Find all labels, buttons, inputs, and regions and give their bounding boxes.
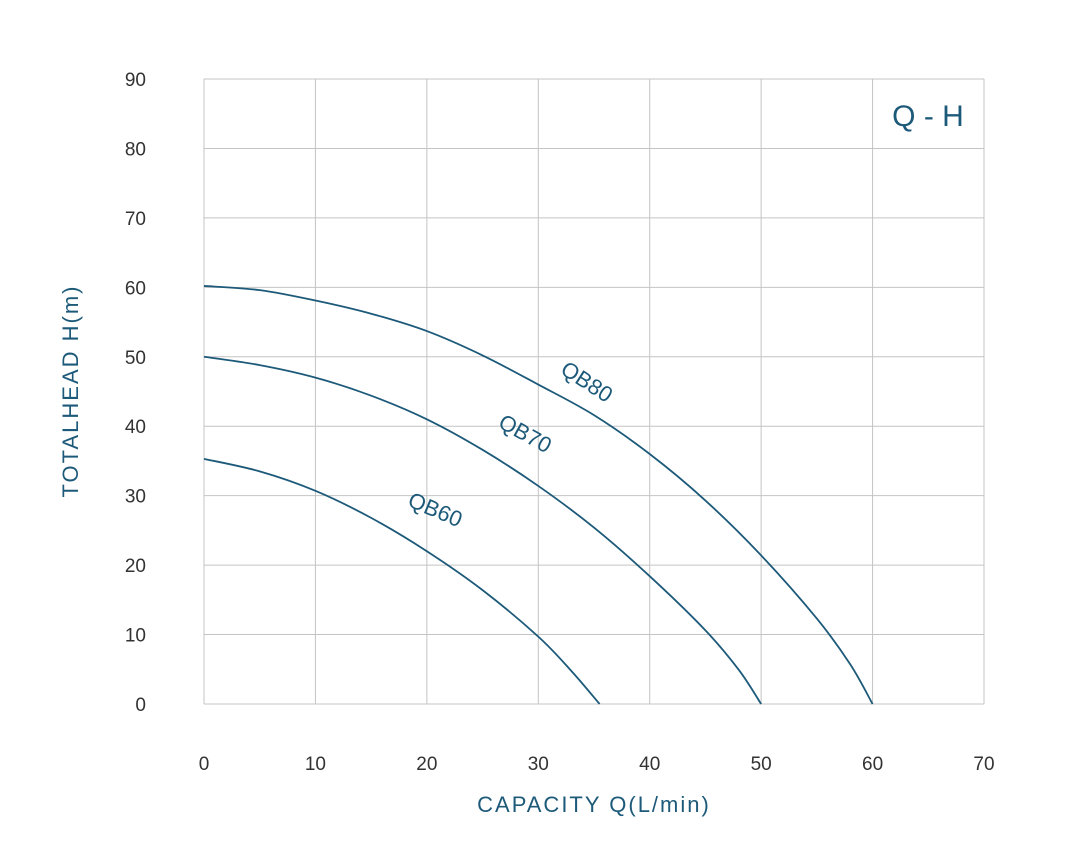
series-label-qb70: QB70 [495, 409, 556, 458]
y-tick-label: 60 [125, 278, 146, 299]
x-tick-label: 70 [973, 754, 994, 775]
y-tick-label: 90 [125, 70, 146, 91]
series-label-qb60: QB60 [405, 487, 467, 532]
y-tick-label: 40 [125, 417, 146, 438]
y-tick-label: 0 [135, 695, 146, 716]
grid [203, 78, 985, 705]
x-axis-title: CAPACITY Q(L/min) [477, 792, 711, 817]
y-tick-label: 50 [125, 348, 146, 369]
x-tick-label: 10 [305, 754, 326, 775]
x-tick-label: 40 [639, 754, 660, 775]
y-tick-label: 80 [125, 139, 146, 160]
series-line-qb80 [203, 285, 874, 705]
series-line-qb70 [203, 355, 762, 705]
y-tick-label: 70 [125, 209, 146, 230]
y-tick-label: 10 [125, 626, 146, 647]
y-tick-label: 20 [125, 556, 146, 577]
x-tick-label: 50 [751, 754, 772, 775]
x-tick-label: 30 [528, 754, 549, 775]
tick-labels: 0 10 20 30 40 50 60 70 0 10 20 30 40 50 60 70 80 90 [125, 70, 995, 775]
x-tick-label: 0 [199, 754, 210, 775]
series-line-qb60 [203, 457, 601, 705]
y-tick-label: 30 [125, 487, 146, 508]
x-tick-label: 20 [416, 754, 437, 775]
y-axis-title: TOTALHEAD H(m) [58, 285, 83, 498]
x-tick-label: 60 [862, 754, 883, 775]
chart-title: Q - H [892, 100, 964, 133]
